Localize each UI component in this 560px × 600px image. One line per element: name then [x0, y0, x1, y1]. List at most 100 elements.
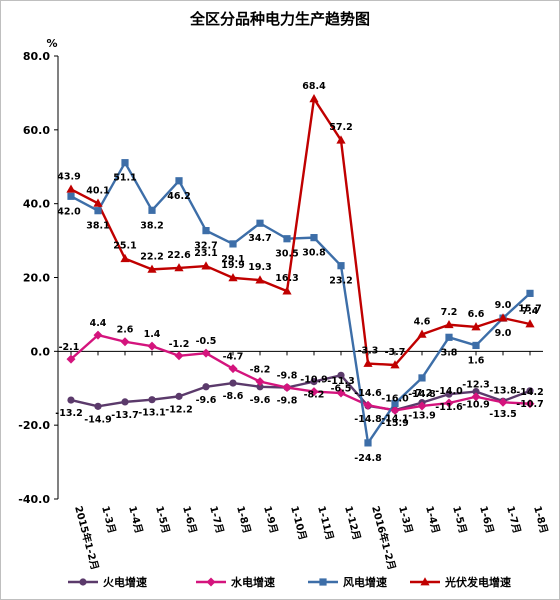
- data-label: -8.2: [250, 365, 271, 376]
- data-label: -9.8: [277, 396, 298, 407]
- data-point: [363, 358, 373, 367]
- data-point: [282, 383, 292, 393]
- data-point: [525, 319, 535, 328]
- data-label: 4.4: [90, 318, 107, 329]
- data-label: -1.2: [169, 339, 190, 350]
- legend-label: 火电增速: [103, 575, 147, 589]
- data-label: -9.8: [277, 371, 298, 382]
- data-label: -3.3: [358, 346, 379, 357]
- y-tick-label: -20.0: [18, 419, 50, 432]
- x-tick-label: 1-7月: [207, 505, 226, 535]
- data-label: 19.9: [221, 260, 244, 271]
- data-point: [255, 275, 265, 284]
- data-point: [67, 396, 75, 404]
- x-tick-label: 2015年1-2月: [72, 504, 102, 571]
- data-label: -11.3: [327, 376, 354, 387]
- data-point: [498, 313, 508, 322]
- data-label: -24.8: [354, 453, 382, 464]
- data-label: -8.6: [223, 391, 244, 402]
- data-point: [417, 329, 427, 338]
- data-point: [120, 337, 130, 347]
- x-tick-label: 1-8月: [234, 505, 253, 535]
- data-point: [228, 273, 238, 282]
- data-point: [202, 227, 210, 235]
- data-point: [94, 207, 102, 215]
- data-point: [390, 405, 400, 415]
- data-point: [147, 264, 157, 273]
- x-tick-label: 1-3月: [396, 505, 415, 535]
- data-point: [472, 387, 480, 396]
- data-point: [526, 289, 534, 297]
- data-point: [420, 577, 430, 586]
- data-label: 7.4: [522, 306, 539, 317]
- data-label: -13.5: [489, 409, 516, 420]
- data-label: -14.9: [84, 414, 111, 425]
- data-label: -10.9: [300, 375, 327, 386]
- data-point: [202, 383, 210, 391]
- data-point: [228, 364, 238, 374]
- data-point: [471, 322, 481, 331]
- data-label: 30.5: [275, 249, 298, 260]
- data-label: -3.7: [385, 347, 406, 358]
- x-tick-label: 1-5月: [450, 505, 469, 535]
- data-label: 23.1: [194, 248, 217, 259]
- data-point: [229, 240, 237, 248]
- data-label: 51.1: [113, 173, 136, 184]
- data-point: [93, 198, 103, 207]
- data-label: 4.6: [414, 316, 431, 327]
- data-point: [525, 399, 535, 409]
- data-label: 43.9: [57, 171, 80, 182]
- data-label: 9.0: [495, 300, 512, 311]
- data-point: [121, 159, 129, 167]
- data-label: -13.1: [138, 408, 165, 419]
- y-tick-label: 20.0: [23, 272, 50, 285]
- data-point: [175, 392, 183, 400]
- data-point: [256, 383, 264, 391]
- y-tick-label: 80.0: [23, 50, 50, 63]
- data-point: [174, 263, 184, 272]
- data-point: [471, 392, 481, 402]
- x-tick-label: 1-6月: [477, 505, 496, 535]
- data-label: 6.6: [468, 309, 485, 320]
- data-label: 40.1: [86, 185, 109, 196]
- data-point: [255, 377, 265, 387]
- data-label: 29.1: [221, 254, 244, 265]
- data-point: [336, 388, 346, 398]
- data-point: [206, 577, 216, 587]
- data-labels: -13.2-14.9 -13.7 -13.1 -12.2 -9.6 -8.6 -9.6 -9.…: [55, 81, 543, 464]
- data-point: [201, 261, 211, 270]
- data-point: [417, 401, 427, 411]
- data-point: [282, 286, 292, 295]
- x-tick-label: 1-4月: [423, 505, 442, 535]
- x-tick-label: 1-10月: [288, 505, 309, 542]
- axes: 80.060.040.020.00.0-20.0-40.0%2015年1-2月 1…: [18, 37, 550, 571]
- data-label: 25.1: [113, 241, 136, 252]
- data-label: -14.2: [516, 387, 543, 398]
- data-label: -4.7: [223, 352, 244, 363]
- data-point: [256, 219, 264, 227]
- data-label: 34.7: [248, 233, 271, 244]
- data-point: [148, 206, 156, 214]
- data-label: 22.2: [140, 251, 163, 262]
- data-point: [445, 390, 453, 398]
- data-point: [363, 400, 373, 410]
- x-tick-label: 1-3月: [99, 505, 118, 535]
- data-label: -13.9: [408, 411, 435, 422]
- data-label: 32.7: [194, 241, 217, 252]
- data-label: 2.6: [117, 325, 134, 336]
- data-label: 15.7: [518, 303, 541, 314]
- data-label: -8.2: [304, 390, 325, 401]
- data-label: -0.5: [196, 336, 217, 347]
- data-point: [309, 94, 319, 103]
- series-lines: [70, 97, 531, 445]
- data-point: [66, 354, 76, 364]
- data-point: [337, 262, 345, 270]
- data-label: 42.0: [57, 206, 81, 217]
- x-tick-label: 1-6月: [180, 505, 199, 535]
- series-line: [70, 374, 531, 412]
- data-point: [120, 253, 130, 263]
- data-point: [498, 397, 508, 407]
- data-point: [310, 234, 318, 242]
- data-label: 68.4: [302, 81, 326, 92]
- x-tick-label: 1-5月: [153, 505, 172, 535]
